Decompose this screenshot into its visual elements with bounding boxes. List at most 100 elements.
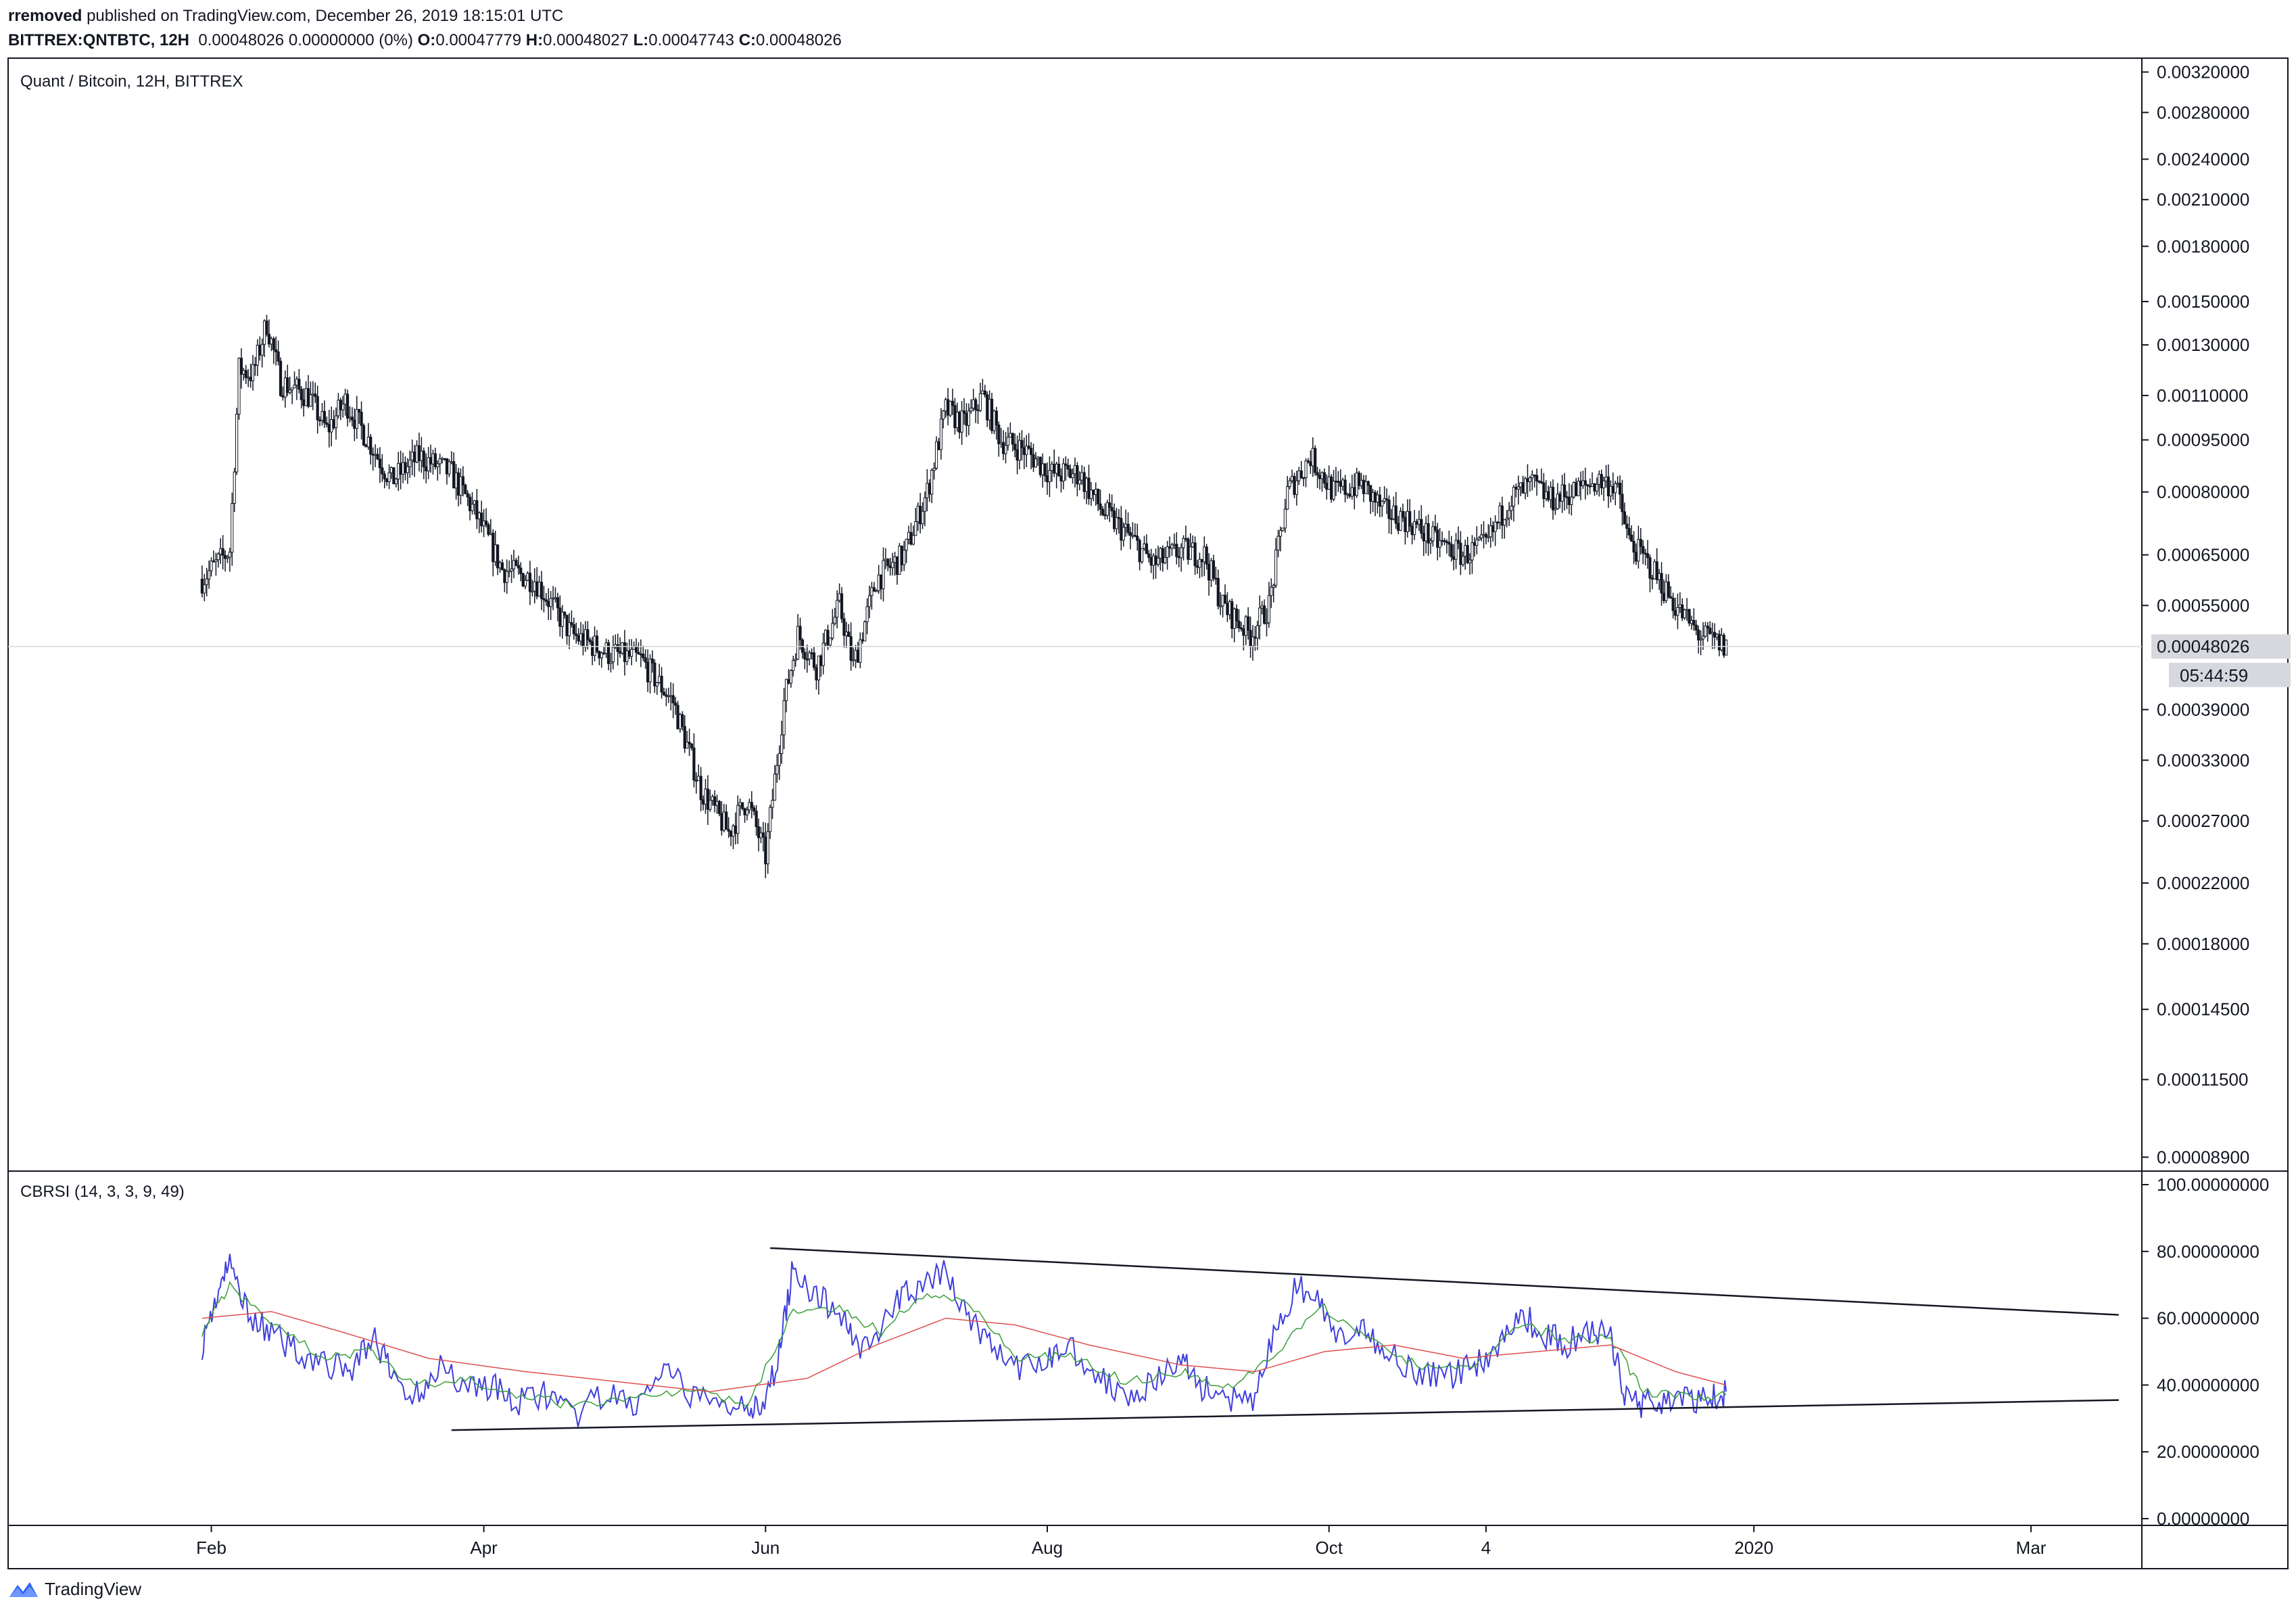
candle (212, 550, 216, 563)
candle (812, 646, 816, 671)
price-axis[interactable]: 0.00320000 0.00280000 0.00240000 0.00210000… (2142, 62, 2249, 1168)
tradingview-logo-icon[interactable] (8, 1579, 39, 1600)
candle (417, 432, 421, 472)
candle-body (1482, 533, 1485, 536)
candle-body (1387, 499, 1391, 519)
candle-body (364, 444, 368, 448)
candle-body (503, 569, 506, 584)
candle-body (690, 743, 694, 748)
candle-body (1309, 461, 1312, 467)
candle-body (1050, 463, 1053, 471)
candle-body (1115, 517, 1118, 529)
candle (1671, 592, 1675, 619)
candle (1537, 480, 1541, 484)
candle (1510, 496, 1513, 521)
candle-body (378, 458, 382, 469)
candle-body (1020, 439, 1024, 448)
candle (1219, 592, 1222, 615)
candle-body (1055, 463, 1058, 474)
candle (1577, 477, 1580, 496)
candle-body (1593, 483, 1596, 492)
candle (1249, 616, 1252, 659)
candle (794, 653, 797, 667)
candle (1452, 544, 1456, 571)
candle-body (870, 587, 874, 596)
candle (1466, 536, 1469, 565)
candle (773, 765, 777, 801)
candle-body (1097, 488, 1100, 504)
candle (1293, 473, 1296, 498)
candle-body (1203, 546, 1206, 563)
rsi-axis[interactable]: 100.00000000 80.00000000 60.00000000 40.000… (2142, 1174, 2269, 1529)
price-tick-label: 0.00210000 (2157, 189, 2249, 210)
candle (1410, 523, 1414, 545)
candle-body (949, 400, 952, 416)
candle (297, 369, 301, 394)
candle-body (1073, 465, 1077, 475)
candle-body (228, 552, 231, 558)
candles-group[interactable] (200, 314, 1728, 878)
candle (521, 572, 525, 588)
candle (1314, 445, 1317, 476)
candle (1480, 524, 1483, 542)
candle (487, 522, 490, 537)
candle (1669, 586, 1673, 599)
candle-body (761, 832, 765, 838)
candle (1087, 465, 1091, 505)
candle (1048, 456, 1051, 497)
candle (1547, 485, 1550, 502)
candle-body (736, 805, 740, 834)
candle (1221, 594, 1224, 618)
candle (1606, 464, 1610, 508)
candle-body (1170, 544, 1174, 549)
author-name[interactable]: rremoved (8, 7, 82, 25)
candle-body (639, 653, 642, 656)
candle (1473, 537, 1476, 557)
candle (1482, 521, 1485, 548)
candle-body (1445, 541, 1449, 543)
candle (1152, 553, 1155, 579)
candle-body (410, 452, 414, 460)
tradingview-brand[interactable]: TradingView (45, 1579, 142, 1599)
candle (251, 355, 255, 391)
candle (415, 440, 418, 464)
candle (671, 683, 675, 719)
candle-body (1302, 477, 1306, 479)
candle-body (1175, 544, 1178, 557)
candle-body (741, 802, 744, 809)
candle-body (256, 345, 259, 366)
candle-body (755, 811, 758, 828)
rsi-lines-group[interactable] (201, 1247, 2119, 1431)
candle-body (1632, 541, 1635, 553)
candle (947, 387, 950, 426)
candle (1345, 492, 1349, 499)
candle-body (988, 398, 991, 421)
chart-header: rremoved published on TradingView.com, D… (8, 4, 842, 53)
candle-body (492, 533, 495, 563)
trendline (451, 1399, 2119, 1431)
candle-body (727, 829, 730, 832)
candle-body (214, 559, 218, 562)
candle-body (373, 454, 377, 456)
candle-body (244, 370, 247, 379)
candle (477, 511, 481, 533)
candle (642, 645, 645, 661)
candle-body (376, 454, 379, 460)
candle (1392, 496, 1395, 521)
candle (792, 655, 795, 677)
candle (1662, 579, 1666, 604)
candle-body (1438, 540, 1441, 548)
candle (1147, 550, 1151, 563)
candle-body (738, 802, 742, 806)
candle-body (815, 667, 818, 681)
candle (1634, 543, 1638, 565)
candle-body (1681, 604, 1684, 619)
candle (757, 818, 761, 852)
candle (1216, 569, 1220, 610)
candle-body (591, 641, 594, 656)
time-axis[interactable]: Feb Apr Jun Aug Oct 4 2020 Mar (196, 1525, 2047, 1558)
candle (1699, 630, 1702, 656)
candle (1004, 431, 1007, 464)
candle-body (877, 574, 880, 592)
